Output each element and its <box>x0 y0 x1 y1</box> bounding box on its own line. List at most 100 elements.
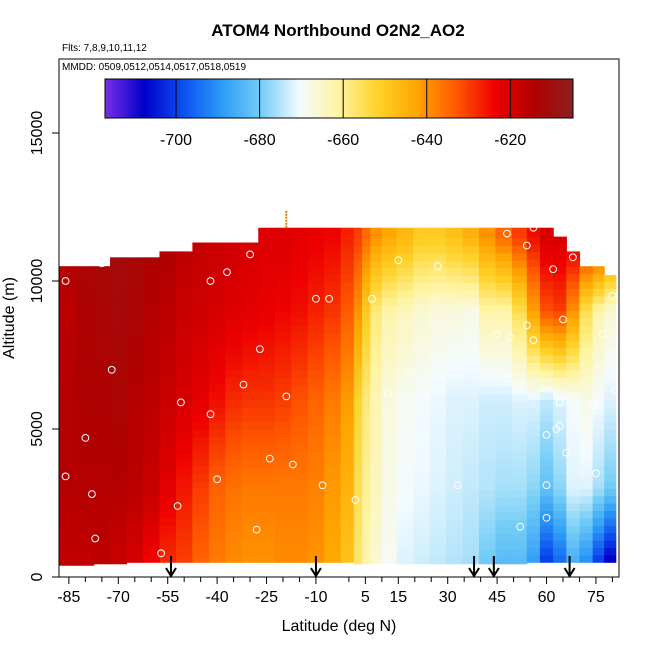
heatmap-cell <box>307 266 325 275</box>
heatmap-cell <box>110 326 128 335</box>
x-tick-label: -25 <box>255 589 278 606</box>
heatmap-cell <box>274 488 292 497</box>
heatmap-cell <box>258 466 276 474</box>
heatmap-cell <box>59 269 77 278</box>
x-tick-label: 5 <box>361 589 370 606</box>
heatmap-cell <box>75 520 95 529</box>
heatmap-cell <box>462 430 480 439</box>
heatmap-cell <box>225 451 243 460</box>
heatmap-cell <box>110 548 128 557</box>
heatmap-cell <box>579 273 594 282</box>
heatmap-cell <box>495 504 513 513</box>
heatmap-cell <box>208 332 226 341</box>
heatmap-cell <box>413 356 431 365</box>
heatmap-cell <box>413 415 431 424</box>
heatmap-cell <box>159 525 177 534</box>
heatmap-cell <box>93 319 111 328</box>
heatmap-cell <box>462 408 480 417</box>
heatmap-cell <box>324 503 342 511</box>
heatmap-cell <box>462 304 480 313</box>
heatmap-cell <box>362 430 371 439</box>
heatmap-cell <box>592 392 605 400</box>
heatmap-cell <box>159 266 177 275</box>
heatmap-cell <box>274 406 292 415</box>
heatmap-cell <box>208 318 226 326</box>
heatmap-cell <box>143 347 161 356</box>
heatmap-cell <box>353 227 363 232</box>
heatmap-cell <box>566 488 581 497</box>
heatmap-cell <box>511 227 528 232</box>
heatmap-cell <box>208 480 226 489</box>
colorbar-gradient <box>104 78 574 119</box>
heatmap-cell <box>291 347 309 356</box>
heatmap-cell <box>362 467 371 476</box>
heatmap-cell <box>75 542 95 551</box>
heatmap-cell <box>175 258 194 267</box>
heatmap-cell <box>396 312 414 321</box>
heatmap-cell <box>126 384 144 393</box>
heatmap-cell <box>225 242 243 245</box>
heatmap-cell <box>353 356 363 365</box>
heatmap-cell <box>462 319 480 328</box>
heatmap-cell <box>192 355 210 363</box>
heatmap-cell <box>446 349 464 358</box>
heatmap-cell <box>126 273 144 282</box>
heatmap-cell <box>429 430 447 439</box>
heatmap-cell <box>192 406 210 415</box>
heatmap-cell <box>93 526 111 535</box>
sample-point <box>433 568 442 577</box>
heatmap-cell <box>592 436 605 445</box>
heatmap-cell <box>93 266 111 269</box>
heatmap-cell <box>511 548 528 557</box>
heatmap-cell <box>291 488 309 497</box>
heatmap-cell <box>324 525 342 534</box>
heatmap-cell <box>526 525 541 534</box>
heatmap-cell <box>110 497 128 506</box>
heatmap-cell <box>291 258 309 267</box>
heatmap-cell <box>511 526 528 535</box>
heatmap-cell <box>429 245 447 254</box>
heatmap-cell <box>446 526 464 535</box>
heatmap-cell <box>126 310 144 319</box>
heatmap-cell <box>75 343 95 352</box>
heatmap-cell <box>592 355 605 363</box>
heatmap-cell <box>175 347 194 356</box>
heatmap-cell <box>126 355 144 363</box>
sample-point <box>552 568 561 577</box>
heatmap-cell <box>75 483 95 492</box>
heatmap-cell <box>370 252 383 261</box>
heatmap-cell <box>446 238 464 247</box>
heatmap-cell <box>126 480 144 489</box>
heatmap-cell <box>526 414 541 423</box>
heatmap-cell <box>258 355 276 363</box>
heatmap-cell <box>446 312 464 321</box>
heatmap-cell <box>553 392 567 400</box>
heatmap-cell <box>511 423 528 432</box>
heatmap-cell <box>381 289 398 298</box>
heatmap-cell <box>553 340 567 349</box>
heatmap-cell <box>381 238 398 247</box>
heatmap-cell <box>370 386 383 395</box>
heatmap-cell <box>192 547 210 556</box>
heatmap-cell <box>579 554 594 563</box>
heatmap-cell <box>446 497 464 506</box>
heatmap-cell <box>126 303 144 312</box>
heatmap-cell <box>353 556 363 565</box>
heatmap-cell <box>75 528 95 537</box>
heatmap-cell <box>462 482 480 491</box>
heatmap-cell <box>208 399 226 408</box>
heatmap-cell <box>362 238 371 247</box>
heatmap-cell <box>110 511 128 520</box>
heatmap-cell <box>429 326 447 335</box>
heatmap-cell <box>413 267 431 276</box>
heatmap-cell <box>413 511 431 520</box>
heatmap-cell <box>479 415 497 424</box>
heatmap-cell <box>110 408 128 417</box>
heatmap-cell <box>291 406 309 415</box>
heatmap-cell <box>324 310 342 319</box>
sample-point <box>377 568 386 577</box>
heatmap-cell <box>396 519 414 528</box>
sample-point <box>312 294 320 303</box>
heatmap-cell <box>370 400 383 409</box>
heatmap-cell <box>604 318 617 326</box>
